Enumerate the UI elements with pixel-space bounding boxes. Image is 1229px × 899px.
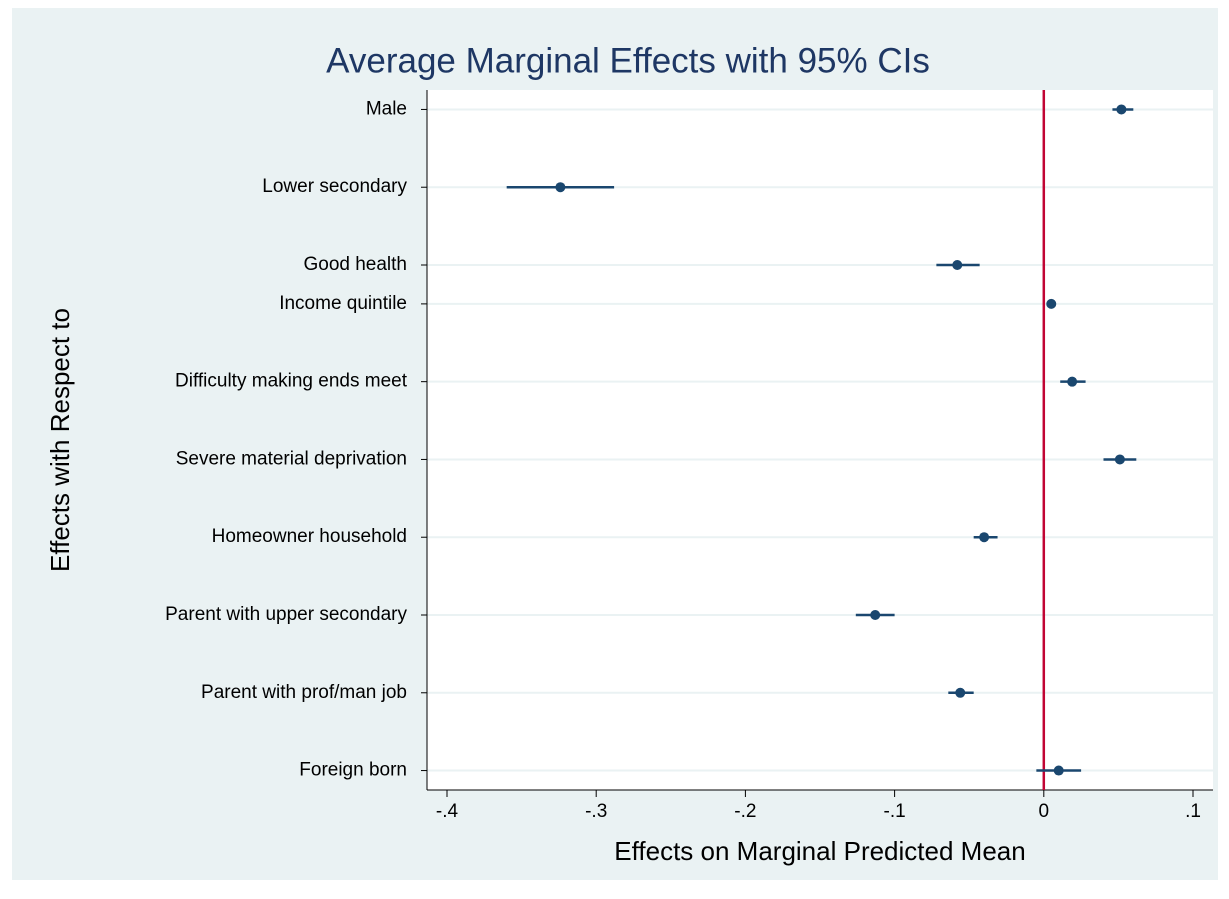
point-estimate [979, 532, 990, 543]
point-estimate [1046, 298, 1057, 309]
point-estimate [555, 182, 566, 193]
point-estimate [1053, 765, 1064, 776]
x-tick-label: -.1 [884, 801, 906, 822]
plot-area [427, 90, 1213, 790]
y-tick-label: Good health [303, 254, 407, 275]
x-tick-label: .1 [1185, 801, 1201, 822]
point-estimate [870, 610, 881, 620]
x-tick-label: 0 [1039, 801, 1050, 822]
y-tick-label: Parent with prof/man job [201, 682, 407, 703]
point-estimate [952, 260, 963, 270]
point-estimate [1116, 104, 1127, 115]
y-tick-label: Homeowner household [212, 526, 407, 547]
y-axis-title: Effects with Respect to [45, 308, 75, 572]
point-estimate [1114, 454, 1125, 465]
x-tick-label: -.4 [436, 801, 459, 822]
y-tick-label: Difficulty making ends meet [175, 371, 408, 392]
x-axis-title: Effects on Marginal Predicted Mean [614, 836, 1025, 866]
y-tick-label: Parent with upper secondary [165, 604, 407, 625]
x-tick-label: -.3 [585, 801, 607, 822]
y-tick-label: Male [366, 98, 407, 119]
y-tick-label: Lower secondary [262, 176, 407, 197]
chart-title: Average Marginal Effects with 95% CIs [326, 41, 930, 80]
y-tick-label: Income quintile [279, 293, 407, 314]
point-estimate [1067, 376, 1078, 387]
y-tick-label: Foreign born [299, 760, 407, 781]
y-tick-label: Severe material deprivation [176, 448, 407, 469]
point-estimate [955, 687, 966, 698]
x-tick-label: -.2 [734, 801, 756, 822]
